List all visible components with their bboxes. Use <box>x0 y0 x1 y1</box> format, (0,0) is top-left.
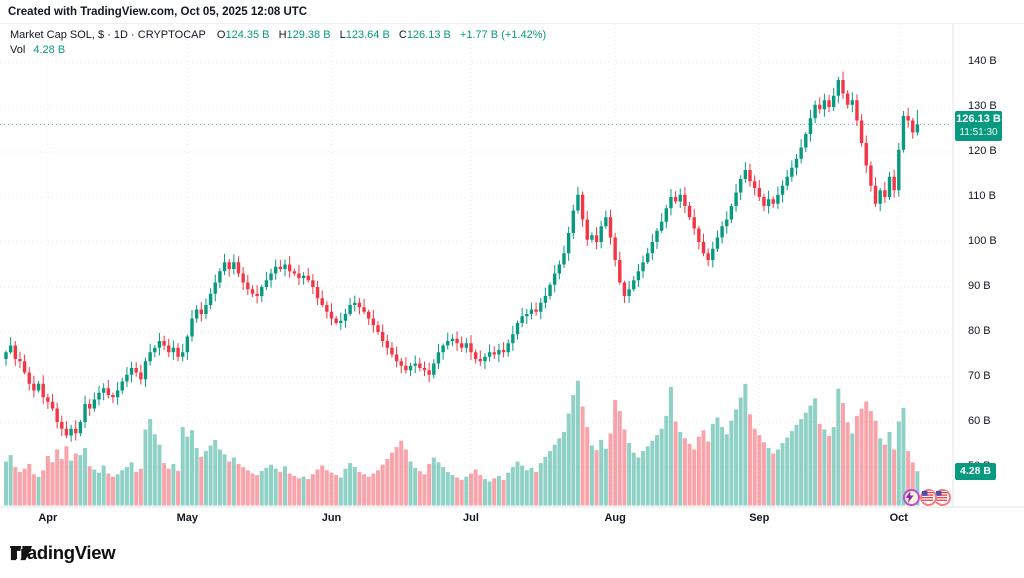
price-scale[interactable]: 140 B 130 B 120 B 110 B 100 B 90 B 80 B 70 B 60 … <box>953 24 1024 507</box>
time-tick-label: Aug <box>604 512 626 524</box>
last-price-text: 126.13 B <box>956 113 1001 126</box>
time-tick-label: Jun <box>321 512 342 524</box>
price-tick-label: 90 B <box>968 280 991 292</box>
time-tick-label: Oct <box>889 512 908 524</box>
us-flag-glyph <box>936 491 947 502</box>
bar-countdown-text: 11:51:30 <box>959 126 998 138</box>
volume-value-badge: 4.28 B <box>955 463 996 480</box>
brand-name: TradingView <box>10 542 116 563</box>
attribution-divider <box>0 23 1024 24</box>
symbol-legend: Market Cap SOL, $ · 1D · CRYPTOCAP O124.… <box>10 29 546 41</box>
time-tick-label: May <box>176 512 199 524</box>
us-flag-event-icon[interactable] <box>920 489 937 506</box>
price-tick-label: 130 B <box>968 100 997 112</box>
lightning-bolt-glyph <box>905 491 914 503</box>
attribution-text: Created with TradingView.com, Oct 05, 20… <box>8 6 308 18</box>
tradingview-logo[interactable]: TradingView <box>10 542 116 564</box>
price-tick-label: 120 B <box>968 145 997 157</box>
time-scale[interactable]: Apr May Jun Jul Aug Sep Oct <box>0 507 1024 529</box>
time-tick-label: Sep <box>749 512 770 524</box>
volume-label: Vol <box>10 44 26 56</box>
price-tick-label: 140 B <box>968 55 997 67</box>
us-flag-glyph <box>922 491 933 502</box>
volume-legend: Vol 4.28 B <box>10 44 65 56</box>
time-tick-label: Apr <box>38 512 58 524</box>
lightning-event-icon[interactable] <box>903 489 920 506</box>
tradingview-logomark <box>10 545 33 561</box>
symbol-title: Market Cap SOL, $ · 1D · CRYPTOCAP <box>10 29 206 41</box>
low-value: L123.64 B <box>339 29 390 41</box>
price-tick-label: 80 B <box>968 325 991 337</box>
open-value: O124.35 B <box>216 29 270 41</box>
volume-value: 4.28 B <box>33 44 66 56</box>
price-tick-label: 110 B <box>968 190 996 202</box>
high-value: H129.38 B <box>278 29 331 41</box>
change-value: +1.77 B (+1.42%) <box>459 29 547 41</box>
price-tick-label: 60 B <box>968 415 991 427</box>
price-tick-label: 70 B <box>968 370 991 382</box>
time-tick-label: Jul <box>463 512 479 524</box>
last-price-badge: 126.13 B 11:51:30 <box>955 111 1002 141</box>
price-tick-label: 100 B <box>968 235 997 247</box>
close-value: C126.13 B <box>398 29 451 41</box>
